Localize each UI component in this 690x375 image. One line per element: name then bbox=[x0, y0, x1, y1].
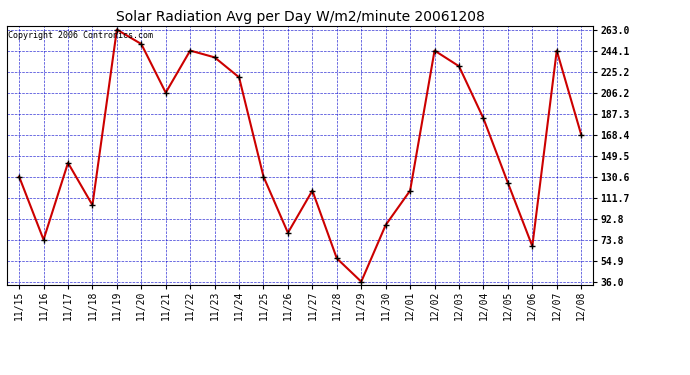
Title: Solar Radiation Avg per Day W/m2/minute 20061208: Solar Radiation Avg per Day W/m2/minute … bbox=[116, 10, 484, 24]
Text: Copyright 2006 Contronics.com: Copyright 2006 Contronics.com bbox=[8, 32, 153, 40]
